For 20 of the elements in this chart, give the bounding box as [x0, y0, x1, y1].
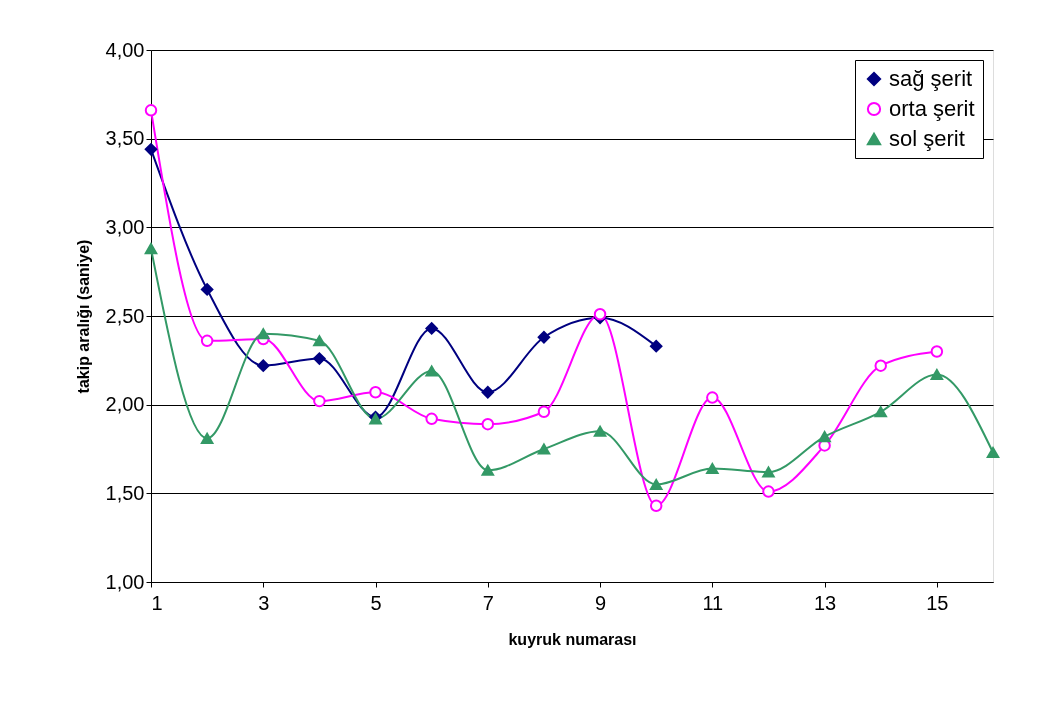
- y-tick-label: 2,00: [105, 393, 145, 416]
- x-tick-label: 13: [813, 591, 837, 614]
- y-tick-label: 3,50: [105, 127, 145, 150]
- x-tick-label: 3: [258, 591, 270, 614]
- y-tick-label: 4,00: [105, 38, 145, 61]
- x-tick-label: 11: [702, 591, 724, 614]
- y-axis-title: takip aralığı (saniye): [74, 239, 92, 394]
- y-tick-label: 2,50: [105, 304, 145, 327]
- x-tick-label: 7: [482, 591, 494, 614]
- x-tick-label: 9: [595, 591, 607, 614]
- y-tick-label: 3,00: [105, 215, 145, 238]
- y-tick-label: 1,00: [105, 570, 145, 593]
- legend-label: sol şerit: [889, 126, 965, 151]
- legend-label: orta şerit: [889, 96, 975, 121]
- y-tick-label: 1,50: [105, 481, 145, 504]
- legend-label: sağ şerit: [889, 66, 973, 91]
- x-tick-label: 5: [370, 591, 382, 614]
- x-tick-label: 15: [926, 591, 949, 614]
- x-tick-label: 1: [151, 591, 163, 614]
- x-axis-title: kuyruk numarası: [508, 630, 637, 648]
